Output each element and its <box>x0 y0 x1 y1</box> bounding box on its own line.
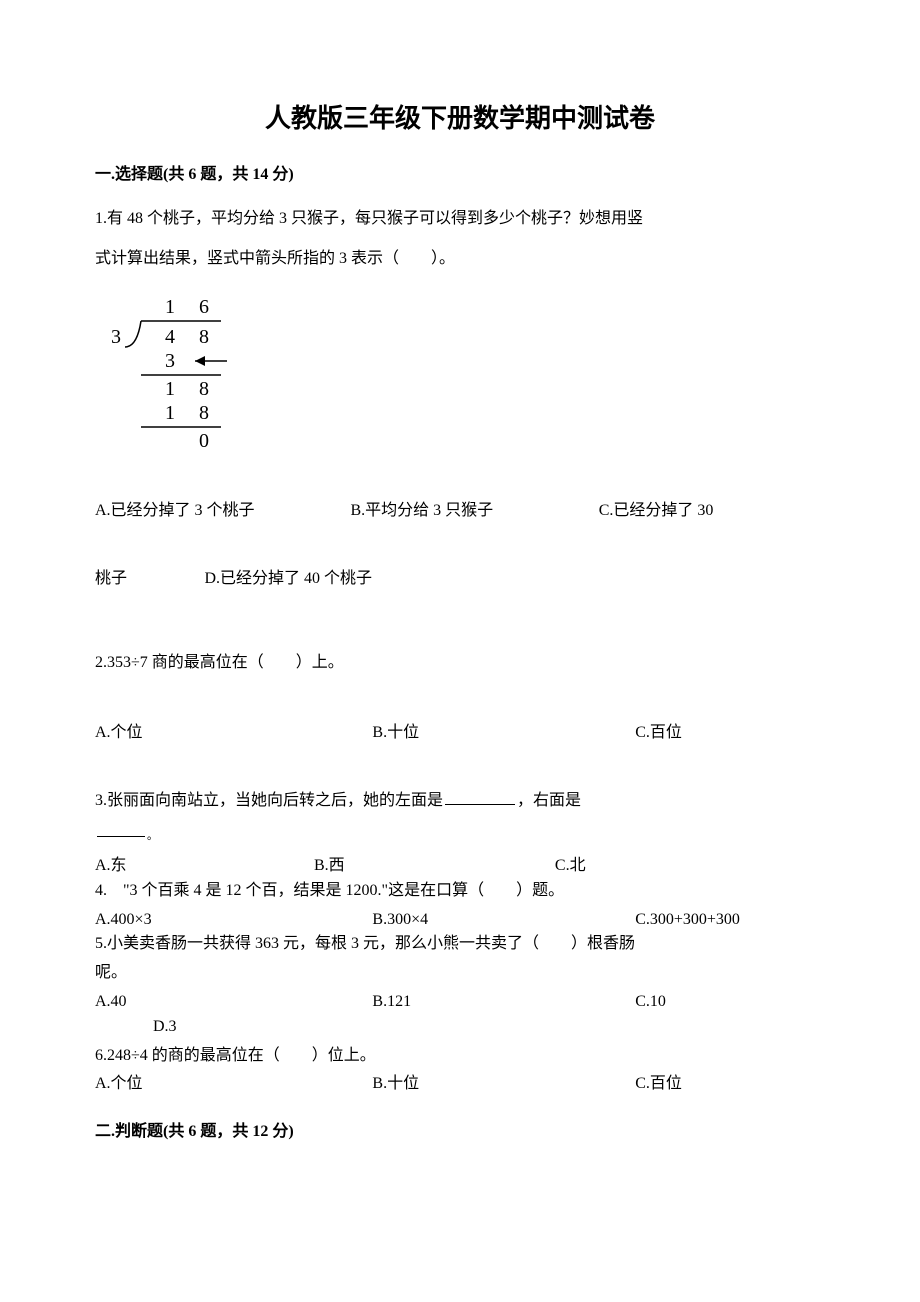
q3-trailing: 。 <box>95 825 825 844</box>
q3-opt-a: A.东 <box>95 854 314 879</box>
q6-opt-a: A.个位 <box>95 1072 372 1097</box>
q4-opt-a: A.400×3 <box>95 908 372 933</box>
division-figure: 1 6 3 4 8 3 1 8 1 8 0 <box>103 295 825 465</box>
q5-line2: 呢。 <box>95 961 825 986</box>
q4-opt-c: C.300+300+300 <box>635 908 740 933</box>
q2-options: A.个位 B.十位 C.百位 <box>95 717 825 749</box>
q1-line1: 1.有 48 个桃子，平均分给 3 只猴子，每只猴子可以得到多少个桃子？妙想用竖 <box>95 203 825 235</box>
period-small: 。 <box>147 830 158 842</box>
q3-opt-c: C.北 <box>555 854 586 879</box>
blank-1 <box>445 791 515 805</box>
step1-value: 3 <box>165 350 175 372</box>
divisor: 3 <box>111 326 121 348</box>
q2-text: 2.353÷7 商的最高位在（ ）上。 <box>95 647 825 679</box>
q1-opt-a: A.已经分掉了 3 个桃子 <box>95 495 351 527</box>
q2-opt-a: A.个位 <box>95 717 372 749</box>
q1-options-row2: 桃子 D.已经分掉了 40 个桃子 <box>95 563 825 595</box>
q3-opt-b: B.西 <box>314 854 555 879</box>
diff1-tens: 1 <box>165 378 175 400</box>
q2-opt-c: C.百位 <box>635 717 878 749</box>
dividend-ones: 8 <box>199 326 209 348</box>
q6-text: 6.248÷4 的商的最高位在（ ）位上。 <box>95 1044 825 1069</box>
step2-ones: 8 <box>199 402 209 424</box>
q6-opt-c: C.百位 <box>635 1072 682 1097</box>
q4-opt-b: B.300×4 <box>372 908 635 933</box>
q5-opt-a: A.40 <box>95 990 372 1015</box>
dividend-tens: 4 <box>165 326 175 348</box>
division-bracket <box>125 321 141 347</box>
q3-options: A.东 B.西 C.北 <box>95 854 825 879</box>
remainder: 0 <box>199 430 209 452</box>
q5-opt-d: D.3 <box>95 1015 825 1040</box>
section-1-header: 一.选择题(共 6 题，共 14 分) <box>95 164 825 186</box>
q6-options: A.个位 B.十位 C.百位 <box>95 1072 825 1097</box>
q5-opt-c: C.10 <box>635 990 666 1015</box>
page-title: 人教版三年级下册数学期中测试卷 <box>95 100 825 136</box>
q1-opt-c: C.已经分掉了 30 <box>599 495 825 527</box>
q1-line2: 式计算出结果，竖式中箭头所指的 3 表示（ ）。 <box>95 243 825 275</box>
step2-tens: 1 <box>165 402 175 424</box>
q1-opt-d: D.已经分掉了 40 个桃子 <box>205 563 373 595</box>
quotient-tens: 1 <box>165 296 175 318</box>
long-division-svg: 1 6 3 4 8 3 1 8 1 8 0 <box>103 295 283 465</box>
q3-mid: ，右面是 <box>517 792 581 809</box>
q1-peach-text: 桃子 <box>95 563 205 595</box>
q2-opt-b: B.十位 <box>372 717 635 749</box>
quotient-ones: 6 <box>199 296 209 318</box>
q4-text: 4. "3 个百乘 4 是 12 个百，结果是 1200."这是在口算（ ）题。 <box>95 879 825 904</box>
section-2-header: 二.判断题(共 6 题，共 12 分) <box>95 1121 825 1143</box>
blank-2 <box>97 827 145 837</box>
diff1-ones: 8 <box>199 378 209 400</box>
q1-opt-b: B.平均分给 3 只猴子 <box>351 495 599 527</box>
q1-options-row1: A.已经分掉了 3 个桃子 B.平均分给 3 只猴子 C.已经分掉了 30 <box>95 495 825 527</box>
q5-options-row1: A.40 B.121 C.10 <box>95 990 825 1015</box>
q5-opt-b: B.121 <box>372 990 635 1015</box>
q5-line1: 5.小美卖香肠一共获得 363 元，每根 3 元，那么小熊一共卖了（ ）根香肠 <box>95 932 825 957</box>
q4-options: A.400×3 B.300×4 C.300+300+300 <box>95 908 825 933</box>
q3-text: 3.张丽面向南站立，当她向后转之后，她的左面是 ，右面是 <box>95 785 825 817</box>
q6-opt-b: B.十位 <box>372 1072 635 1097</box>
arrow-head-icon <box>195 356 205 366</box>
q3-prefix: 3.张丽面向南站立，当她向后转之后，她的左面是 <box>95 792 443 809</box>
